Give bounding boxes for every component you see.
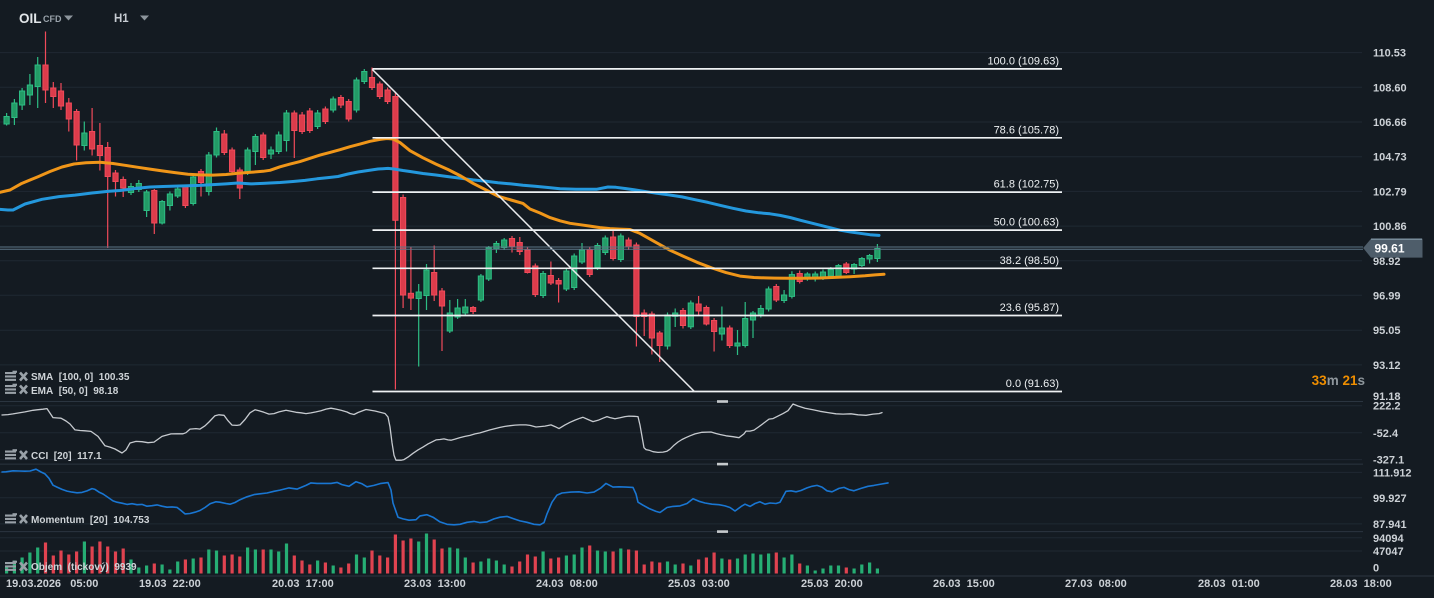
svg-text:106.66: 106.66 [1373, 117, 1407, 129]
svg-text:28.03 18:00: 28.03 18:00 [1330, 578, 1392, 590]
svg-text:99.61: 99.61 [1375, 242, 1405, 256]
svg-text:EMA [50, 0] 98.18: EMA [50, 0] 98.18 [31, 386, 119, 397]
svg-text:94094: 94094 [1373, 533, 1404, 545]
svg-text:0.0 (91.63): 0.0 (91.63) [1006, 378, 1059, 390]
svg-text:50.0 (100.63): 50.0 (100.63) [994, 217, 1059, 229]
svg-text:91.18: 91.18 [1373, 391, 1401, 403]
svg-text:CFD: CFD [43, 14, 62, 24]
svg-text:23.6 (95.87): 23.6 (95.87) [1000, 302, 1059, 314]
svg-text:23.03 13:00: 23.03 13:00 [404, 578, 466, 590]
svg-text:222.2: 222.2 [1373, 401, 1401, 413]
svg-text:25.03 20:00: 25.03 20:00 [801, 578, 863, 590]
svg-text:98.92: 98.92 [1373, 256, 1401, 268]
svg-text:78.6 (105.78): 78.6 (105.78) [994, 124, 1059, 136]
svg-text:25.03 03:00: 25.03 03:00 [668, 578, 730, 590]
svg-text:47047: 47047 [1373, 546, 1404, 558]
svg-text:100.86: 100.86 [1373, 221, 1407, 233]
svg-text:Objem (tickový) 9939: Objem (tickový) 9939 [31, 562, 137, 573]
svg-text:28.03 01:00: 28.03 01:00 [1198, 578, 1260, 590]
svg-text:27.03 08:00: 27.03 08:00 [1065, 578, 1127, 590]
svg-text:OIL: OIL [19, 11, 42, 26]
svg-text:26.03 15:00: 26.03 15:00 [933, 578, 995, 590]
svg-text:95.05: 95.05 [1373, 325, 1401, 337]
svg-text:87.941: 87.941 [1373, 519, 1407, 531]
svg-text:24.03 08:00: 24.03 08:00 [536, 578, 598, 590]
svg-text:19.03 22:00: 19.03 22:00 [139, 578, 201, 590]
svg-text:SMA [100, 0] 100.35: SMA [100, 0] 100.35 [31, 372, 130, 383]
svg-text:102.79: 102.79 [1373, 186, 1407, 198]
svg-text:104.73: 104.73 [1373, 152, 1407, 164]
svg-text:110.53: 110.53 [1373, 48, 1406, 60]
svg-text:-327.1: -327.1 [1373, 455, 1404, 467]
svg-text:111.912: 111.912 [1373, 467, 1412, 479]
svg-text:61.8 (102.75): 61.8 (102.75) [994, 179, 1059, 191]
svg-text:CCI [20] 117.1: CCI [20] 117.1 [31, 451, 102, 462]
svg-text:93.12: 93.12 [1373, 360, 1401, 372]
svg-text:19.03.2026 05:00: 19.03.2026 05:00 [6, 578, 98, 590]
svg-text:38.2 (98.50): 38.2 (98.50) [1000, 255, 1059, 267]
svg-text:33m 21s: 33m 21s [1312, 373, 1365, 388]
svg-text:96.99: 96.99 [1373, 290, 1401, 302]
svg-text:99.927: 99.927 [1373, 493, 1407, 505]
svg-text:0: 0 [1373, 562, 1379, 574]
svg-text:108.60: 108.60 [1373, 82, 1407, 94]
svg-text:-52.4: -52.4 [1373, 428, 1399, 440]
svg-text:100.0 (109.63): 100.0 (109.63) [987, 55, 1059, 67]
svg-text:20.03 17:00: 20.03 17:00 [272, 578, 334, 590]
svg-text:Momentum [20] 104.753: Momentum [20] 104.753 [31, 515, 150, 526]
svg-text:H1: H1 [114, 13, 129, 25]
